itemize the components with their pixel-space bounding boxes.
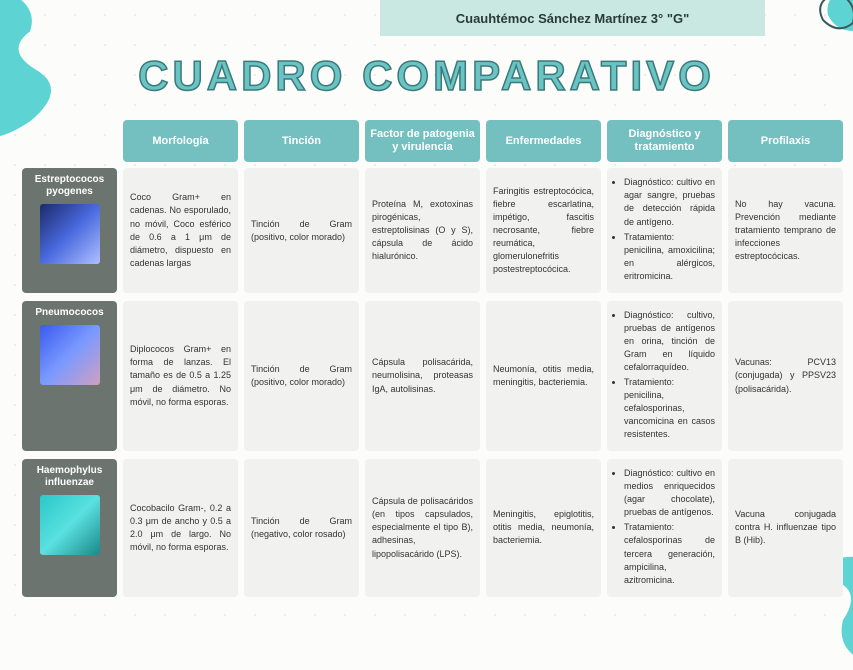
table-cell: Proteína M, exotoxinas pirogénicas, estr… bbox=[365, 168, 480, 292]
organism-image bbox=[40, 495, 100, 555]
comparison-table: Morfología Tinción Factor de patogenia y… bbox=[22, 120, 843, 605]
organism-name: Haemophylus influenzae bbox=[25, 465, 114, 489]
organism-name: Pneumococos bbox=[35, 307, 103, 319]
student-header: Cuauhtémoc Sánchez Martínez 3° "G" bbox=[380, 0, 765, 36]
table-cell: Vacuna conjugada contra H. influenzae ti… bbox=[728, 459, 843, 596]
row-header: Haemophylus influenzae bbox=[22, 459, 117, 596]
table-header-row: Morfología Tinción Factor de patogenia y… bbox=[22, 120, 843, 162]
col-header-profilaxis: Profilaxis bbox=[728, 120, 843, 162]
col-header-enfermedades: Enfermedades bbox=[486, 120, 601, 162]
table-cell: No hay vacuna. Prevención mediante trata… bbox=[728, 168, 843, 292]
table-cell: Cocobacilo Gram-, 0.2 a 0.3 μm de ancho … bbox=[123, 459, 238, 596]
table-cell: Tinción de Gram (positivo, color morado) bbox=[244, 168, 359, 292]
col-header-patogenia: Factor de patogenia y virulencia bbox=[365, 120, 480, 162]
table-cell: Cápsula polisacárida, neumolisina, prote… bbox=[365, 301, 480, 451]
decorative-blob-top-right bbox=[793, 0, 853, 55]
table-cell: Tinción de Gram (negativo, color rosado) bbox=[244, 459, 359, 596]
table-row: Estreptococos pyogenes Coco Gram+ en cade… bbox=[22, 168, 843, 292]
col-header-morfologia: Morfología bbox=[123, 120, 238, 162]
row-header: Estreptococos pyogenes bbox=[22, 168, 117, 292]
table-cell: Diagnóstico: cultivo en agar sangre, pru… bbox=[607, 168, 722, 292]
table-row: Pneumococos Diplococos Gram+ en forma de … bbox=[22, 301, 843, 451]
table-cell: Faringitis estreptocócica, fiebre escarl… bbox=[486, 168, 601, 292]
page-title: CUADRO COMPARATIVO bbox=[0, 52, 853, 100]
table-cell: Coco Gram+ en cadenas. No esporulado, no… bbox=[123, 168, 238, 292]
col-header-diagnostico: Diagnóstico y tratamiento bbox=[607, 120, 722, 162]
col-header-tincion: Tinción bbox=[244, 120, 359, 162]
table-cell: Vacunas: PCV13 (conjugada) y PPSV23 (pol… bbox=[728, 301, 843, 451]
table-cell: Tinción de Gram (positivo, color morado) bbox=[244, 301, 359, 451]
table-cell: Neumonía, otitis media, meningitis, bact… bbox=[486, 301, 601, 451]
organism-image bbox=[40, 204, 100, 264]
organism-name: Estreptococos pyogenes bbox=[25, 174, 114, 198]
table-cell: Meningitis, epiglotitis, otitis media, n… bbox=[486, 459, 601, 596]
table-cell: Cápsula de polisacáridos (en tipos capsu… bbox=[365, 459, 480, 596]
table-row: Haemophylus influenzae Cocobacilo Gram-, … bbox=[22, 459, 843, 596]
table-cell: Diplococos Gram+ en forma de lanzas. El … bbox=[123, 301, 238, 451]
row-header: Pneumococos bbox=[22, 301, 117, 451]
table-cell: Diagnóstico: cultivo, pruebas de antígen… bbox=[607, 301, 722, 451]
organism-image bbox=[40, 325, 100, 385]
table-cell: Diagnóstico: cultivo en medios enriqueci… bbox=[607, 459, 722, 596]
